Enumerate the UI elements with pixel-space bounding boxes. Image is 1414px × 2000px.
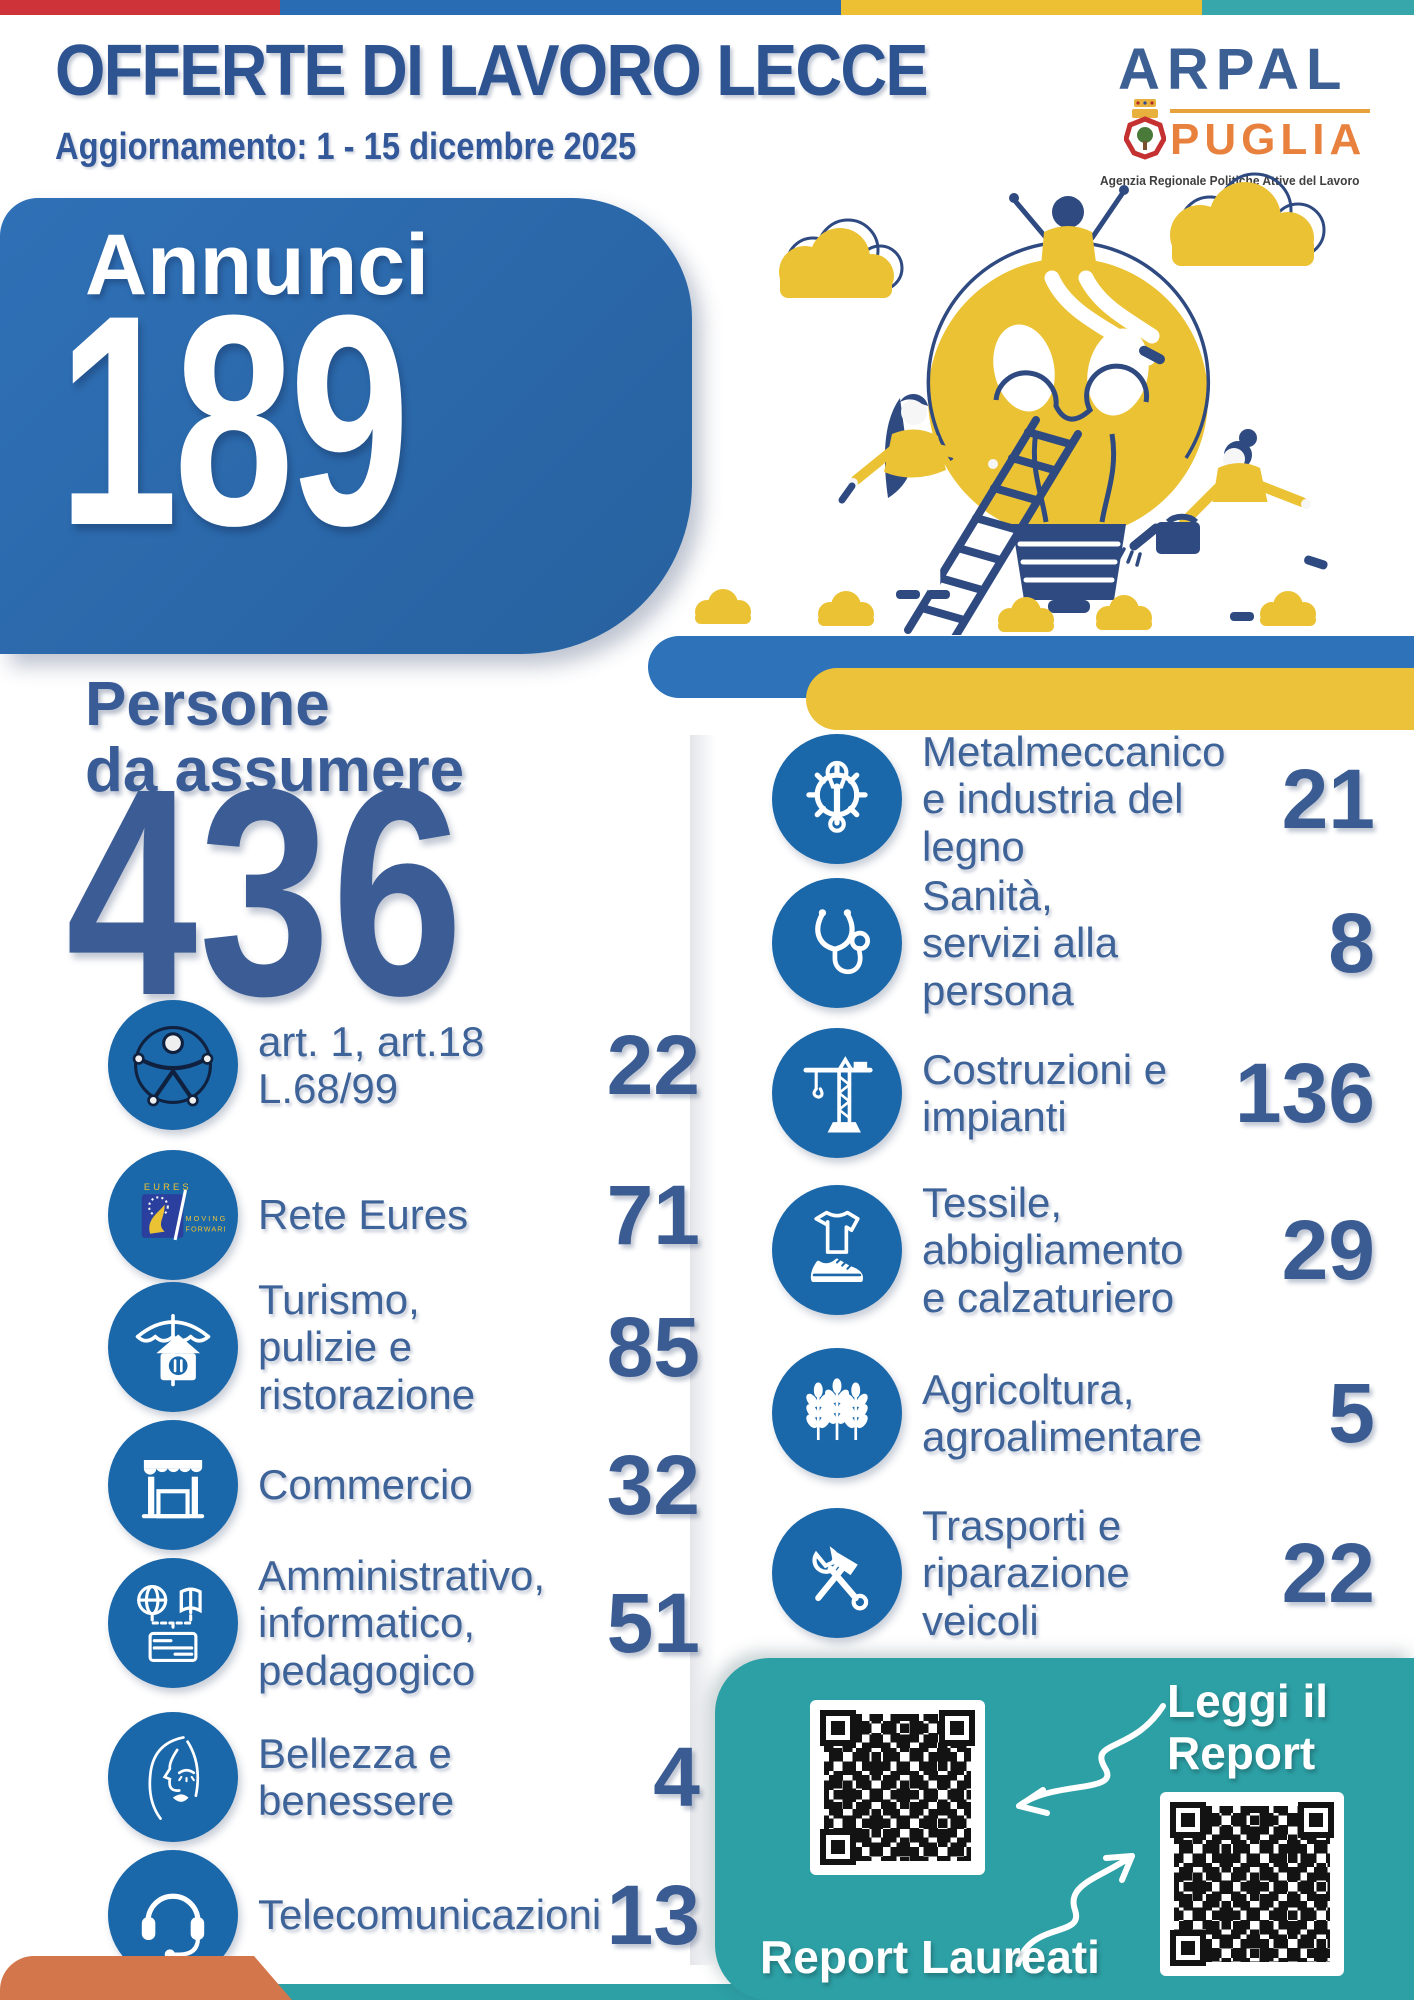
sector-row-commercio: Commercio 32 (108, 1420, 700, 1550)
sector-count: 32 (606, 1437, 700, 1532)
persone-heading: Persone da assumere (85, 670, 465, 805)
puglia-crest-icon (1123, 97, 1167, 166)
curly-arrow-right-icon (1015, 1853, 1135, 1967)
sector-row-metalmeccanico: Metalmeccanico e industria del legno 21 (772, 728, 1375, 870)
qr-finder-icon (1298, 1802, 1334, 1838)
sector-count: 71 (606, 1167, 700, 1262)
sector-count: 29 (1281, 1202, 1375, 1297)
stethoscope-icon (772, 878, 902, 1008)
sector-row-costruzioni: Costruzioni e impianti 136 (772, 1028, 1375, 1158)
beauty-face-icon (108, 1712, 238, 1842)
page-title: OFFERTE DI LAVORO LECCE (55, 31, 929, 111)
watering-can (1117, 513, 1200, 567)
sector-count: 13 (606, 1867, 700, 1962)
sector-row-trasporti: Trasporti e riparazione veicoli 22 (772, 1502, 1375, 1644)
bushes (695, 589, 1316, 632)
sector-label: Sanità, servizi alla persona (922, 871, 1119, 1014)
sector-label: art. 1, art.18 L.68/99 (258, 1017, 485, 1112)
qr-finder-icon (820, 1710, 856, 1746)
globe-book-card-icon (108, 1558, 238, 1688)
tshirt-shoe-icon (772, 1185, 902, 1315)
sector-row-bellezza: Bellezza e benessere 4 (108, 1712, 700, 1842)
sector-row-amministrativo: Amministrativo, informatico, pedagogico … (108, 1552, 700, 1694)
sector-count: 85 (606, 1299, 700, 1394)
report-laureati-label: Report Laureati (760, 1931, 1100, 1983)
market-stall-icon (108, 1420, 238, 1550)
sector-label: Turismo, pulizie e ristorazione (258, 1275, 476, 1418)
top-stripe-teal (1202, 0, 1414, 15)
sector-count: 22 (1281, 1525, 1375, 1620)
sector-row-tessile: Tessile, abbigliamento e calzaturiero 29 (772, 1179, 1375, 1321)
sector-count: 8 (1328, 895, 1375, 990)
update-period: Aggiornamento: 1 - 15 dicembre 2025 (55, 126, 637, 168)
person-on-bulb (1009, 185, 1165, 366)
gear-wrench-icon (772, 734, 902, 864)
qr-finder-icon (1170, 1802, 1206, 1838)
sector-count: 51 (606, 1575, 700, 1670)
qr-code-laureati (1160, 1792, 1344, 1976)
sector-count: 4 (653, 1729, 700, 1824)
sector-label: Bellezza e benessere (258, 1729, 455, 1824)
person-right-watering (1117, 429, 1328, 622)
qr-finder-icon (820, 1829, 856, 1865)
eures-logo-icon: EURES MOVING FORWARD (108, 1150, 238, 1280)
person-left (838, 393, 998, 599)
sector-count: 136 (1234, 1045, 1375, 1140)
sector-row-sanita: Sanità, servizi alla persona 8 (772, 872, 1375, 1014)
wheat-icon (772, 1348, 902, 1478)
umbrella-house-icon (108, 1282, 238, 1412)
sector-count: 22 (606, 1017, 700, 1112)
top-stripe-red (0, 0, 280, 15)
cloud-right (1170, 172, 1326, 266)
curly-arrow-left-icon (1016, 1703, 1166, 1816)
crane-icon (772, 1028, 902, 1158)
report-panel: Leggi il Report Report Laureati (715, 1658, 1414, 2000)
svg-text:MOVING: MOVING (185, 1214, 225, 1223)
svg-text:EURES: EURES (144, 1182, 192, 1192)
sector-row-art1-art18: art. 1, art.18 L.68/99 22 (108, 1000, 700, 1130)
sector-label: Rete Eures (258, 1191, 469, 1239)
annunci-panel: Annunci 189 (0, 198, 692, 654)
sector-count: 21 (1281, 751, 1375, 846)
qr-code-report (810, 1700, 985, 1875)
svg-text:FORWARD: FORWARD (185, 1225, 225, 1234)
persone-count: 436 (66, 727, 465, 1057)
annunci-label: Annunci (85, 217, 429, 313)
hammer-wrench-icon (772, 1508, 902, 1638)
accessibility-icon (108, 1000, 238, 1130)
bottom-stripe-orange (0, 1956, 292, 2000)
sector-label: Costruzioni e impianti (922, 1045, 1168, 1140)
sector-row-rete-eures: EURES MOVING FORWARD Rete Eures 71 (108, 1150, 700, 1280)
column-divider-shadow (690, 735, 716, 1965)
yellow-bar (806, 668, 1414, 730)
sector-count: 5 (1328, 1365, 1375, 1460)
top-stripe-yellow (841, 0, 1202, 15)
sector-label: Trasporti e riparazione veicoli (922, 1501, 1130, 1644)
puglia-wordmark: PUGLIA (1170, 115, 1367, 164)
top-stripe-blue (280, 0, 841, 15)
arpal-wordmark: ARPAL (1118, 37, 1349, 102)
sector-label: Metalmeccanico e industria del legno (922, 727, 1226, 870)
sector-row-turismo: Turismo, pulizie e ristorazione 85 (108, 1276, 700, 1418)
sector-row-agricoltura: Agricoltura, agroalimentare 5 (772, 1348, 1375, 1478)
logo-tagline: Agenzia Regionale Politiche Attive del L… (1100, 173, 1360, 188)
sector-label: Tessile, abbigliamento e calzaturiero (922, 1178, 1184, 1321)
sector-label: Telecomunicazioni (258, 1891, 602, 1939)
cloud-left (779, 218, 904, 298)
teamwork-lightbulb-illustration (695, 172, 1328, 635)
arpal-puglia-logo: ARPAL PUGLIA Agenzia Regionale Politiche… (1100, 36, 1400, 188)
qr-finder-icon (939, 1710, 975, 1746)
sector-label: Commercio (258, 1461, 473, 1509)
qr-finder-icon (1170, 1930, 1206, 1966)
logo-divider (1170, 109, 1370, 113)
sector-label: Agricoltura, agroalimentare (922, 1365, 1203, 1460)
leggi-il-report-label: Leggi il Report (1167, 1675, 1328, 1779)
annunci-count: 189 (58, 252, 410, 588)
sector-label: Amministrativo, informatico, pedagogico (258, 1551, 546, 1694)
